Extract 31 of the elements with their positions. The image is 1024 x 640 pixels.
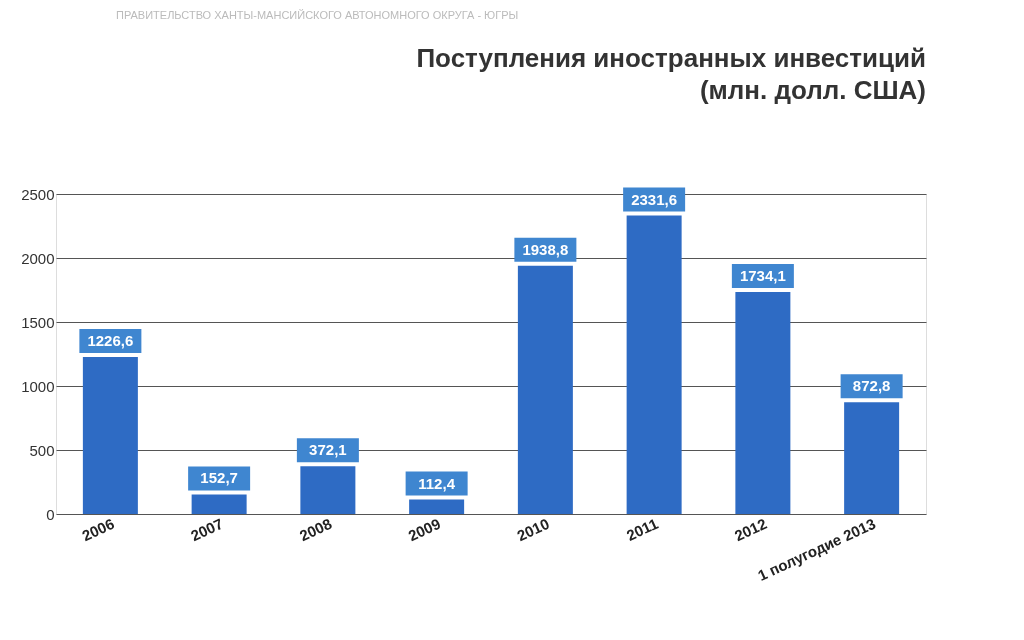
y-tick-label: 1500: [21, 313, 55, 331]
y-tick-label: 0: [46, 505, 55, 523]
x-tick-label: 2007: [188, 514, 226, 545]
data-label: 2331,6: [631, 190, 678, 208]
bar: [300, 466, 356, 514]
bar: [409, 499, 465, 514]
x-tick-label: 2010: [514, 514, 552, 545]
y-tick-label: 1000: [21, 377, 55, 395]
x-tick-label: 2011: [623, 514, 661, 544]
y-tick-label: 500: [29, 441, 55, 459]
data-label: 1734,1: [739, 267, 786, 285]
y-tick-label: 2000: [21, 249, 55, 267]
bar: [844, 402, 900, 514]
bar: [191, 494, 247, 514]
chart-title: Поступления иностранных инвестиций (млн. долл. США): [416, 43, 926, 105]
y-tick-label: 2500: [21, 185, 55, 203]
bar: [82, 357, 138, 514]
data-label: 1226,6: [87, 332, 134, 349]
data-label: 1938,8: [522, 240, 569, 258]
data-label: 372,1: [309, 441, 347, 459]
x-tick-label: 2006: [79, 514, 117, 545]
data-label: 152,7: [200, 469, 238, 487]
bar: [735, 292, 791, 514]
bar: [517, 265, 573, 514]
data-label: 112,4: [418, 474, 456, 492]
data-label: 872,8: [852, 377, 891, 395]
x-tick-label: 2009: [405, 514, 443, 545]
x-tick-label: 2008: [296, 514, 335, 545]
text: ПРАВИТЕЛЬСТВО ХАНТЫ-МАНСИЙСКОГО АВТОНОМНОГО ОКРУГА - ЮГРЫ: [116, 9, 519, 21]
x-tick-label: 2012: [731, 514, 770, 545]
bar: [626, 215, 682, 514]
